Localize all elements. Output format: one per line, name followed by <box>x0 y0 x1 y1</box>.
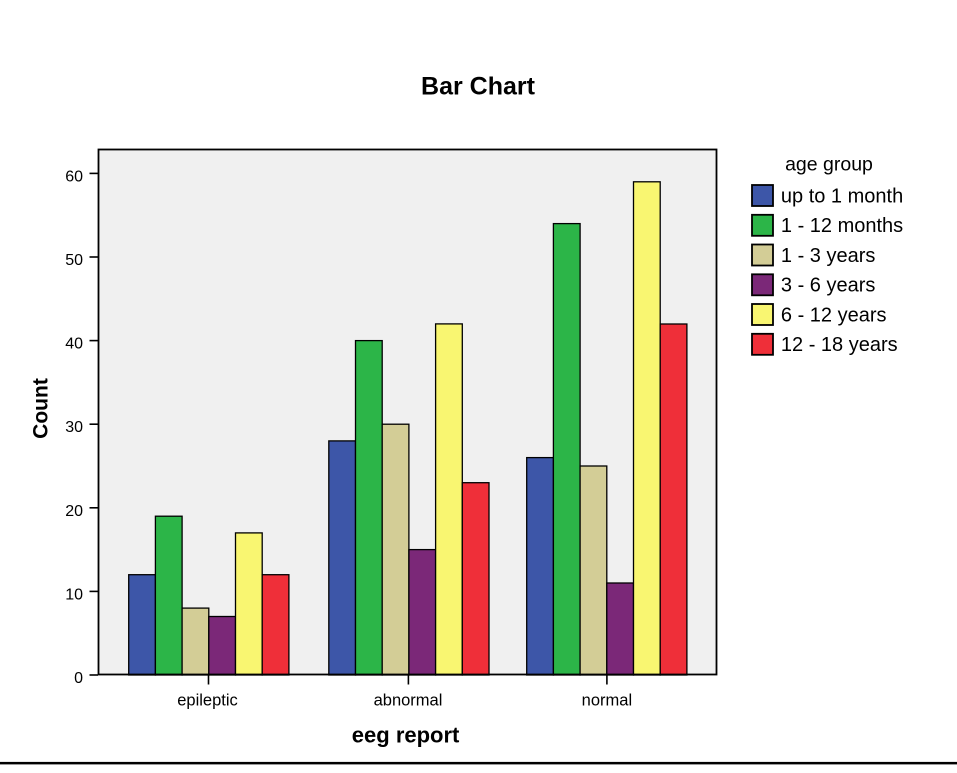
svg-text:6 - 12 years: 6 - 12 years <box>781 304 887 326</box>
svg-text:Bar Chart: Bar Chart <box>421 73 536 101</box>
svg-text:40: 40 <box>65 336 83 353</box>
svg-text:20: 20 <box>65 503 83 520</box>
svg-text:0: 0 <box>74 670 83 687</box>
svg-text:50: 50 <box>65 252 83 269</box>
svg-text:10: 10 <box>65 586 83 603</box>
svg-text:up to 1 month: up to 1 month <box>781 185 903 207</box>
svg-text:age group: age group <box>785 154 873 176</box>
svg-text:epileptic: epileptic <box>177 692 238 710</box>
svg-text:1 - 12 months: 1 - 12 months <box>781 215 903 237</box>
svg-text:eeg report: eeg report <box>352 723 460 748</box>
svg-text:Count: Count <box>30 378 53 439</box>
svg-text:3 - 6 years: 3 - 6 years <box>781 275 875 297</box>
svg-text:abnormal: abnormal <box>374 692 443 710</box>
svg-text:12 - 18 years: 12 - 18 years <box>781 334 898 356</box>
svg-text:30: 30 <box>65 419 83 436</box>
svg-text:1 - 3 years: 1 - 3 years <box>781 245 875 267</box>
svg-text:normal: normal <box>582 692 632 710</box>
svg-text:60: 60 <box>65 168 83 185</box>
